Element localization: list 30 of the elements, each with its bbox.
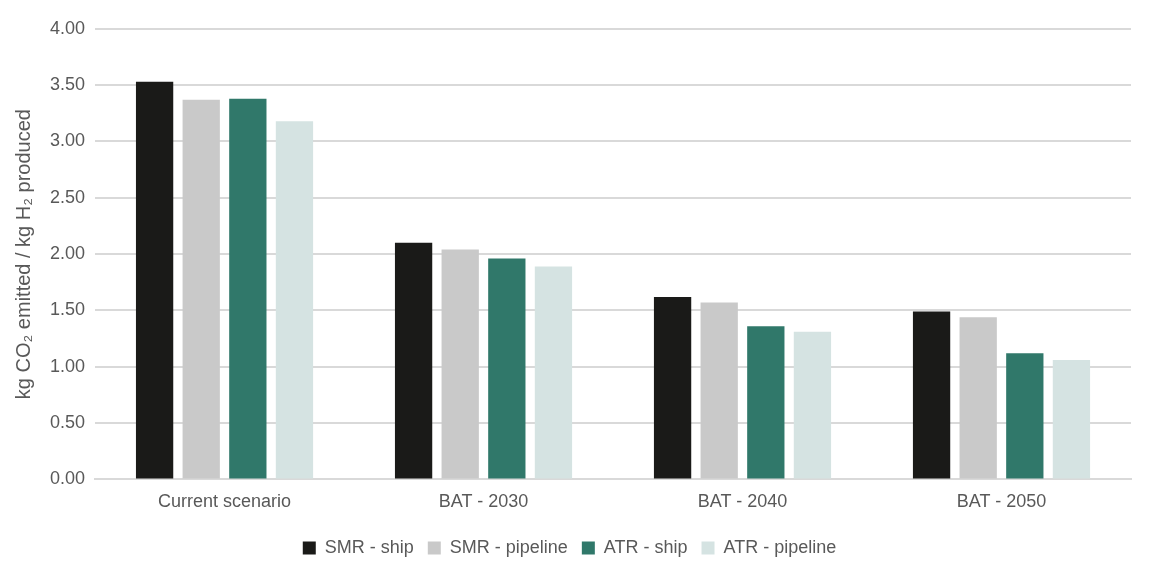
bar (229, 98, 267, 479)
y-tick-label: 3.50 (49, 74, 86, 95)
bar (394, 242, 433, 479)
bar (959, 317, 997, 479)
bar (912, 311, 951, 479)
y-tick-label: 0.50 (49, 412, 86, 433)
bar (182, 99, 220, 479)
bar (747, 326, 785, 479)
y-tick-label: 0.00 (49, 468, 86, 489)
x-tick-label: BAT - 2030 (438, 491, 529, 512)
bar (488, 258, 526, 479)
y-tick-label: 1.50 (49, 299, 86, 320)
bar (1006, 353, 1044, 479)
legend-label: ATR - ship (603, 536, 688, 557)
bar (441, 249, 479, 479)
x-tick-label: BAT - 2050 (956, 491, 1047, 512)
y-tick-label: 4.00 (49, 17, 86, 38)
y-tick-label: 2.00 (49, 243, 86, 264)
legend-label: SMR - ship (324, 536, 414, 557)
y-tick-label: 3.00 (49, 130, 86, 151)
bar (653, 296, 692, 479)
legend-label: ATR - pipeline (723, 536, 837, 557)
x-tick-label: BAT - 2040 (697, 491, 788, 512)
bar (700, 302, 738, 479)
y-axis-title: kg CO₂ emitted / kg H₂ produced (11, 109, 34, 400)
x-tick-label: Current scenario (158, 491, 292, 512)
legend-label: SMR - pipeline (449, 536, 568, 557)
y-tick-label: 1.00 (49, 355, 86, 376)
y-tick-label: 2.50 (49, 186, 86, 207)
bar (135, 81, 174, 479)
